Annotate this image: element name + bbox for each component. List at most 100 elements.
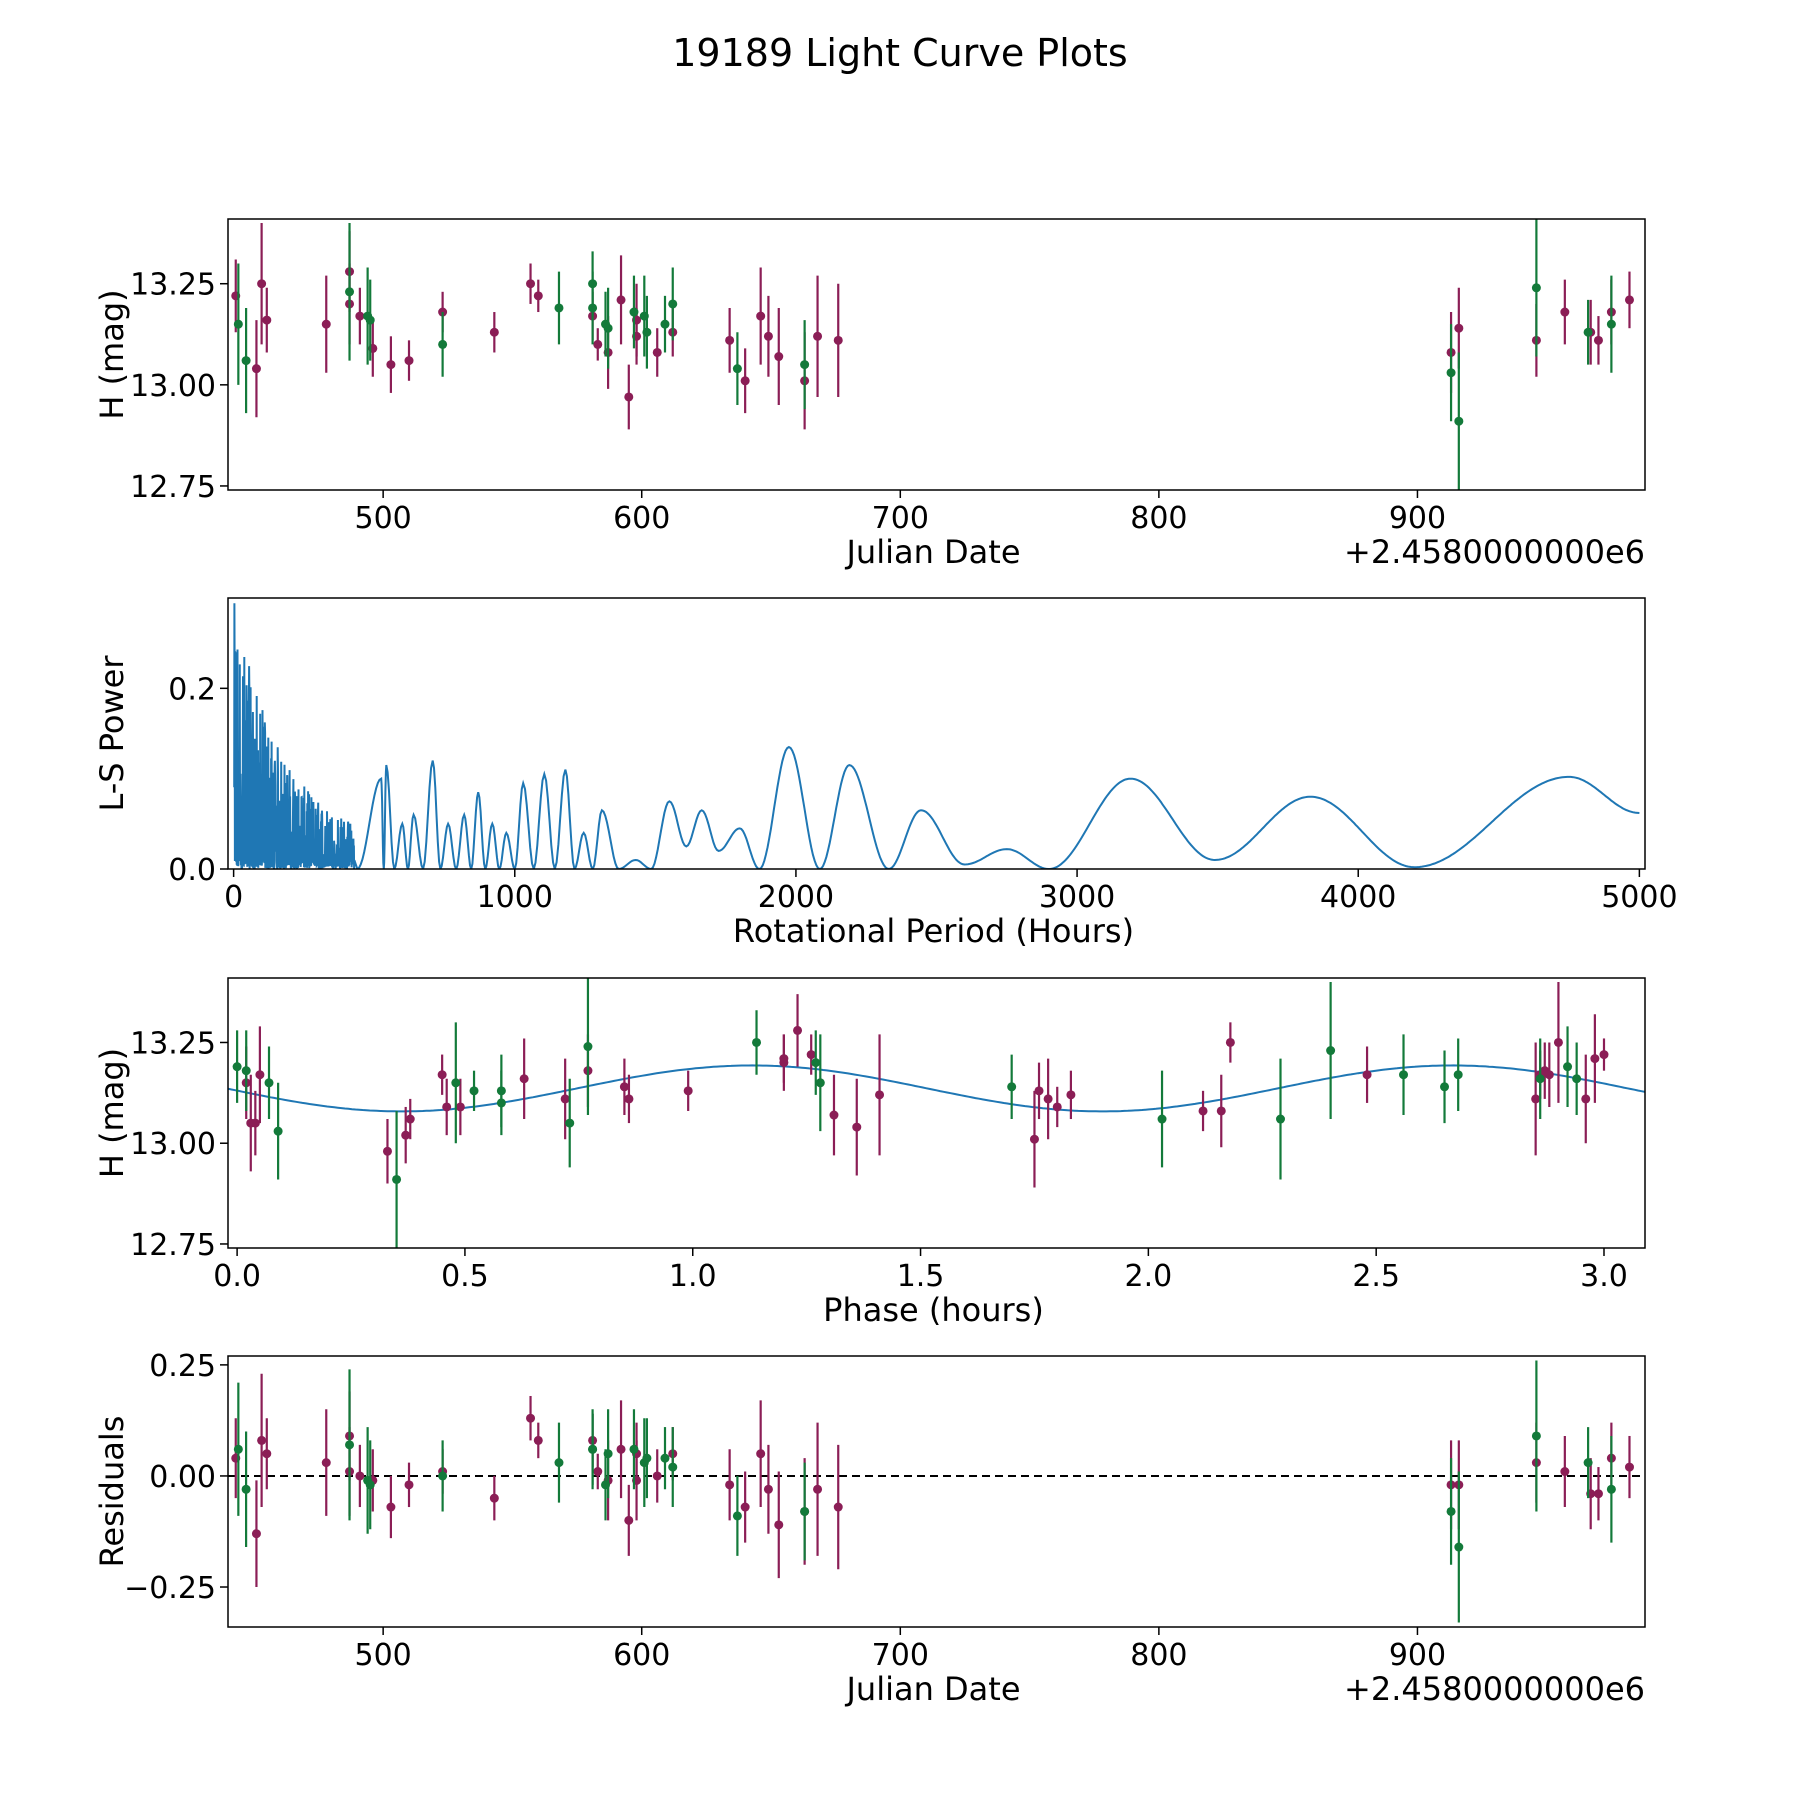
data-point [365,1480,375,1490]
x-tick-label: 1.5 [897,1259,945,1294]
data-point [1007,1082,1017,1092]
data-point [386,360,396,370]
data-point [660,1453,670,1463]
data-point [533,1435,543,1445]
data-point [683,1086,693,1096]
data-point [273,1126,283,1136]
x-axis-offset-text: +2.4580000000e6 [1344,533,1645,571]
data-point [1362,1070,1372,1080]
data-point [1531,1431,1541,1441]
data-point [588,1444,598,1454]
data-point [442,1102,452,1112]
data-point [619,1082,629,1092]
data-point [740,376,750,386]
data-point [624,1515,634,1525]
axes-frame [227,597,1646,870]
data-point [815,1078,825,1088]
x-tick-label: 1000 [477,880,553,915]
data-point [763,331,773,341]
x-axis-label: Phase (hours) [823,1291,1044,1329]
data-point [401,1130,411,1140]
data-point [233,319,243,329]
axes-frame [227,1355,1646,1628]
y-tick-label: 13.00 [130,369,216,404]
data-point [382,1146,392,1156]
data-point [668,1462,678,1472]
x-tick-label: 800 [1130,1638,1187,1673]
y-tick-label: 13.00 [130,1127,216,1162]
y-axis-label: L-S Power [93,655,131,812]
data-point [756,1449,766,1459]
data-point [262,1449,272,1459]
x-tick-label: 2.0 [1125,1259,1173,1294]
data-point [1593,1489,1603,1499]
periodogram-panel: 0 1000 2000 3000 4000 5000 0.0 0.2 Rotational Pe… [93,597,1678,950]
data-point [251,1529,261,1539]
data-point [1029,1134,1039,1144]
x-tick-label: 600 [613,1638,670,1673]
data-point [519,1074,529,1084]
data-point [526,1413,536,1423]
data-point [800,360,810,370]
plot-area [228,978,1645,1248]
data-point [725,335,735,345]
data-point [1454,1542,1464,1552]
data-point [438,1471,448,1481]
data-point [1606,319,1616,329]
phase-folded-panel: 0.0 0.5 1.0 1.5 2.0 2.5 3.0 12.75 13.00 13.25 Phas… [93,977,1646,1329]
x-tick-label: 4000 [1320,880,1396,915]
data-point [241,1484,251,1494]
data-point [489,327,499,337]
data-point [554,1458,564,1468]
data-point [806,1050,816,1060]
data-point [469,1086,479,1096]
data-point [1624,1462,1634,1472]
data-point [1275,1114,1285,1124]
data-point [601,319,611,329]
data-point [1560,307,1570,317]
data-point [1066,1090,1076,1100]
data-point [355,1471,365,1481]
x-tick-label: 2.5 [1352,1259,1400,1294]
plot-area [228,1360,1645,1623]
x-tick-label: 5000 [1601,880,1677,915]
data-point [451,1078,461,1088]
data-point [455,1102,465,1112]
y-tick-label: −0.25 [124,1571,216,1606]
data-point [732,364,742,374]
plot-area [231,219,1634,490]
data-point [1198,1106,1208,1116]
y-axis-label: H (mag) [93,289,131,419]
data-point [438,339,448,349]
data-point [660,319,670,329]
x-tick-label: 700 [872,1638,929,1673]
data-point [345,287,355,297]
data-point [404,1480,414,1490]
y-tick-label: 0.0 [168,853,216,888]
data-point [264,1078,274,1088]
data-point [241,1066,251,1076]
data-point [1560,1467,1570,1477]
data-point [642,327,652,337]
data-point [740,1502,750,1512]
data-point [1043,1094,1053,1104]
data-point [1399,1070,1409,1080]
data-point [725,1480,735,1490]
y-axis-label: Residuals [93,1416,131,1568]
data-point [588,303,598,313]
axes-frame [227,218,1646,491]
data-point [1553,1037,1563,1047]
x-axis-label: Julian Date [844,1670,1020,1708]
data-point [732,1511,742,1521]
light-curve-panel: 500 600 700 800 900 12.75 13.00 13.25 Julian Dat… [93,218,1646,571]
data-point [1225,1037,1235,1047]
data-point [262,315,272,325]
y-tick-label: 13.25 [130,268,216,303]
data-point [405,1114,415,1124]
data-point [1453,1070,1463,1080]
data-point [1593,335,1603,345]
x-tick-label: 0.5 [441,1259,489,1294]
data-point [875,1090,885,1100]
data-point [652,1471,662,1481]
